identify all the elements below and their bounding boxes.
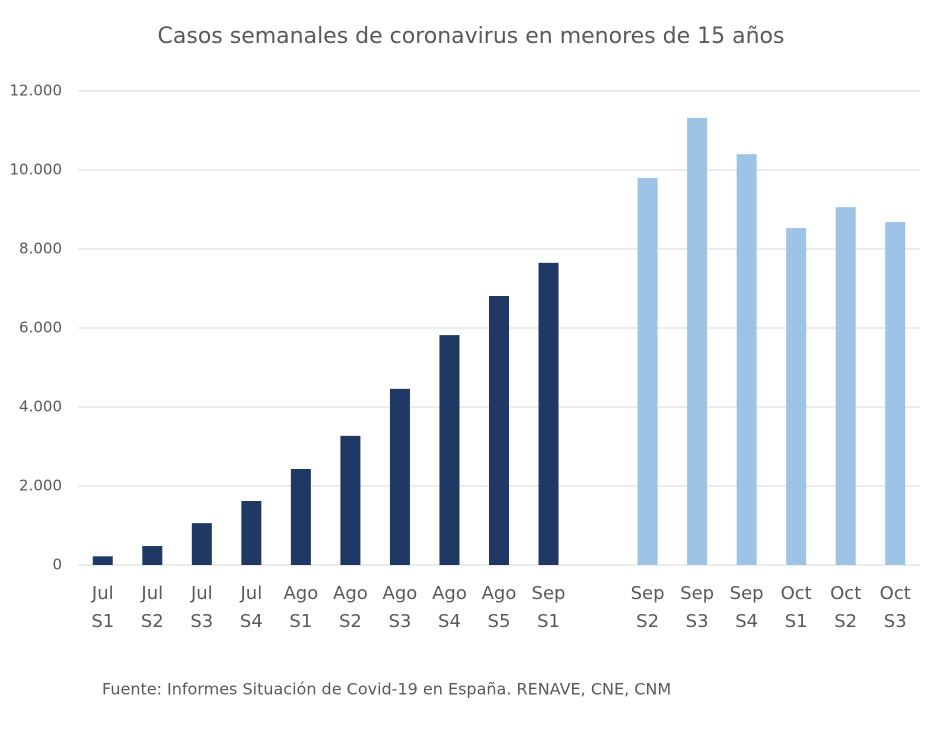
bar bbox=[191, 523, 212, 565]
x-tick-label: S3 bbox=[884, 611, 907, 632]
bar bbox=[489, 296, 509, 565]
y-tick-label: 10.000 bbox=[10, 161, 63, 179]
x-tick-label: Ago bbox=[383, 583, 418, 604]
x-tick-label: S3 bbox=[388, 611, 411, 632]
bar bbox=[736, 154, 757, 565]
y-tick-label: 8.000 bbox=[19, 240, 62, 258]
bar bbox=[538, 262, 559, 565]
x-tick-label: S1 bbox=[785, 611, 808, 632]
x-tick-label: Sep bbox=[532, 583, 566, 604]
bar bbox=[637, 177, 658, 565]
bar bbox=[687, 117, 708, 566]
x-tick-label: Sep bbox=[730, 583, 764, 604]
bar bbox=[885, 222, 906, 565]
x-tick-label: Jul bbox=[91, 583, 114, 604]
x-tick-label: S5 bbox=[488, 611, 511, 632]
x-tick-label: Sep bbox=[680, 583, 714, 604]
x-tick-label: Ago bbox=[432, 583, 467, 604]
y-tick-label: 6.000 bbox=[19, 319, 62, 337]
x-tick-label: S4 bbox=[240, 611, 263, 632]
x-tick-label: Jul bbox=[140, 583, 163, 604]
x-tick-label: S2 bbox=[834, 611, 857, 632]
x-tick-label: S2 bbox=[339, 611, 362, 632]
x-tick-label: Ago bbox=[333, 583, 368, 604]
source-note: Fuente: Informes Situación de Covid-19 e… bbox=[102, 680, 671, 699]
bar bbox=[340, 435, 361, 565]
x-tick-label: S3 bbox=[686, 611, 709, 632]
x-tick-label: Jul bbox=[239, 583, 262, 604]
bar bbox=[92, 556, 113, 565]
bar bbox=[241, 501, 262, 565]
x-tick-label: S2 bbox=[141, 611, 164, 632]
y-tick-label: 4.000 bbox=[19, 398, 62, 416]
y-tick-label: 12.000 bbox=[10, 82, 63, 100]
x-tick-label: Ago bbox=[482, 583, 517, 604]
x-tick-label: S1 bbox=[537, 611, 560, 632]
x-tick-label: S3 bbox=[190, 611, 213, 632]
x-tick-label: S1 bbox=[91, 611, 114, 632]
x-tick-label: S4 bbox=[438, 611, 461, 632]
x-tick-label: S2 bbox=[636, 611, 659, 632]
x-tick-label: Sep bbox=[631, 583, 665, 604]
x-tick-label: Oct bbox=[781, 583, 812, 604]
x-tick-label: S1 bbox=[289, 611, 312, 632]
bar bbox=[786, 228, 807, 565]
bar bbox=[389, 388, 410, 565]
x-tick-label: Oct bbox=[880, 583, 911, 604]
bar bbox=[142, 546, 163, 565]
bar bbox=[290, 469, 311, 565]
y-tick-label: 2.000 bbox=[19, 477, 62, 495]
bar bbox=[835, 207, 856, 565]
bar bbox=[439, 335, 460, 565]
x-tick-label: Ago bbox=[283, 583, 318, 604]
x-tick-label: Jul bbox=[190, 583, 213, 604]
y-tick-label: 0 bbox=[52, 556, 62, 574]
x-tick-label: S4 bbox=[735, 611, 758, 632]
x-tick-label: Oct bbox=[830, 583, 861, 604]
chart-title: Casos semanales de coronavirus en menore… bbox=[158, 24, 785, 49]
